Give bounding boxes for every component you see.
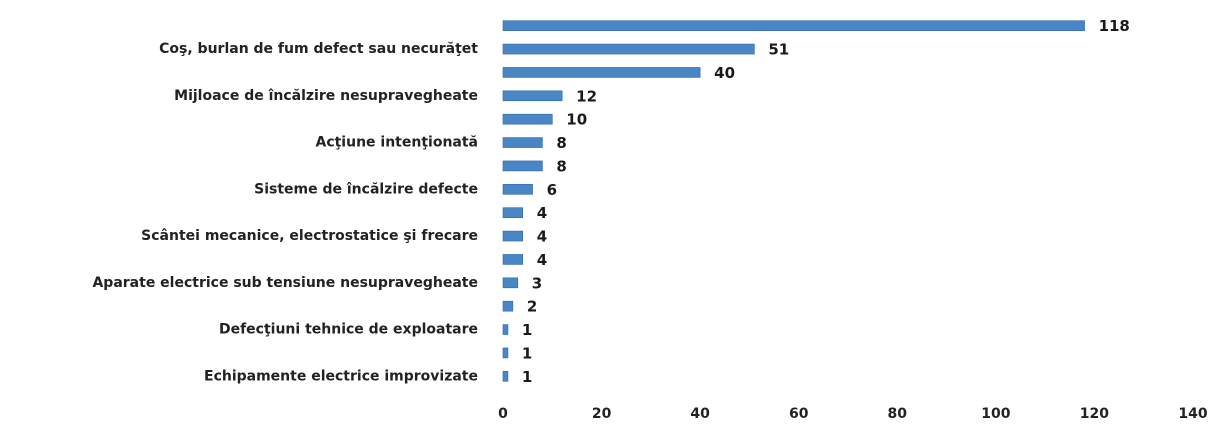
value-label: 51 (768, 41, 789, 59)
bar (502, 43, 755, 55)
x-tick-label: 100 (981, 406, 1010, 422)
bar (502, 20, 1085, 31)
bar (502, 230, 524, 242)
bar (502, 67, 701, 78)
y-tick-label: Sisteme de încălzire defecte (254, 181, 478, 197)
bar (502, 90, 563, 102)
bar (502, 254, 524, 265)
value-label: 4 (537, 204, 547, 222)
bar (502, 137, 543, 148)
x-tick-label: 80 (888, 406, 908, 422)
y-tick-label: Mijloace de încălzire nesupravegheate (174, 88, 478, 104)
x-tick-label: 0 (498, 406, 508, 422)
bar (502, 347, 509, 359)
bar (502, 113, 553, 125)
value-label: 4 (537, 228, 547, 246)
value-label: 1 (522, 368, 532, 386)
value-label: 6 (547, 181, 557, 199)
x-tick-label: 60 (789, 406, 809, 422)
bar (502, 324, 509, 335)
x-tick-label: 140 (1178, 406, 1207, 422)
value-label: 118 (1099, 17, 1130, 35)
value-label: 1 (522, 344, 532, 362)
value-label: 8 (556, 134, 566, 152)
bar (502, 160, 543, 172)
y-tick-label: Echipamente electrice improvizate (204, 368, 478, 384)
value-label: 4 (537, 251, 547, 269)
x-tick-label: 40 (690, 406, 710, 422)
y-tick-label: Acţiune intenţionată (315, 135, 478, 151)
bar (502, 371, 509, 382)
value-label: 2 (527, 298, 537, 316)
value-label: 8 (556, 157, 566, 175)
x-tick-label: 120 (1080, 406, 1109, 422)
y-tick-label: Aparate electrice sub tensiune nesuprave… (92, 275, 478, 291)
value-label: 12 (576, 87, 597, 105)
value-label: 40 (714, 64, 735, 82)
y-tick-label: Scântei mecanice, electrostatice şi frec… (141, 228, 478, 244)
value-label: 1 (522, 321, 532, 339)
x-tick-label: 20 (592, 406, 612, 422)
y-tick-label: Coş, burlan de fum defect sau necurăţet (159, 41, 478, 57)
bar (502, 300, 514, 312)
bar (502, 277, 519, 289)
bar (502, 184, 533, 195)
bar (502, 207, 524, 218)
value-label: 10 (566, 111, 587, 129)
value-label: 3 (532, 274, 542, 292)
y-tick-label: Defecţiuni tehnice de exploatare (219, 322, 478, 338)
